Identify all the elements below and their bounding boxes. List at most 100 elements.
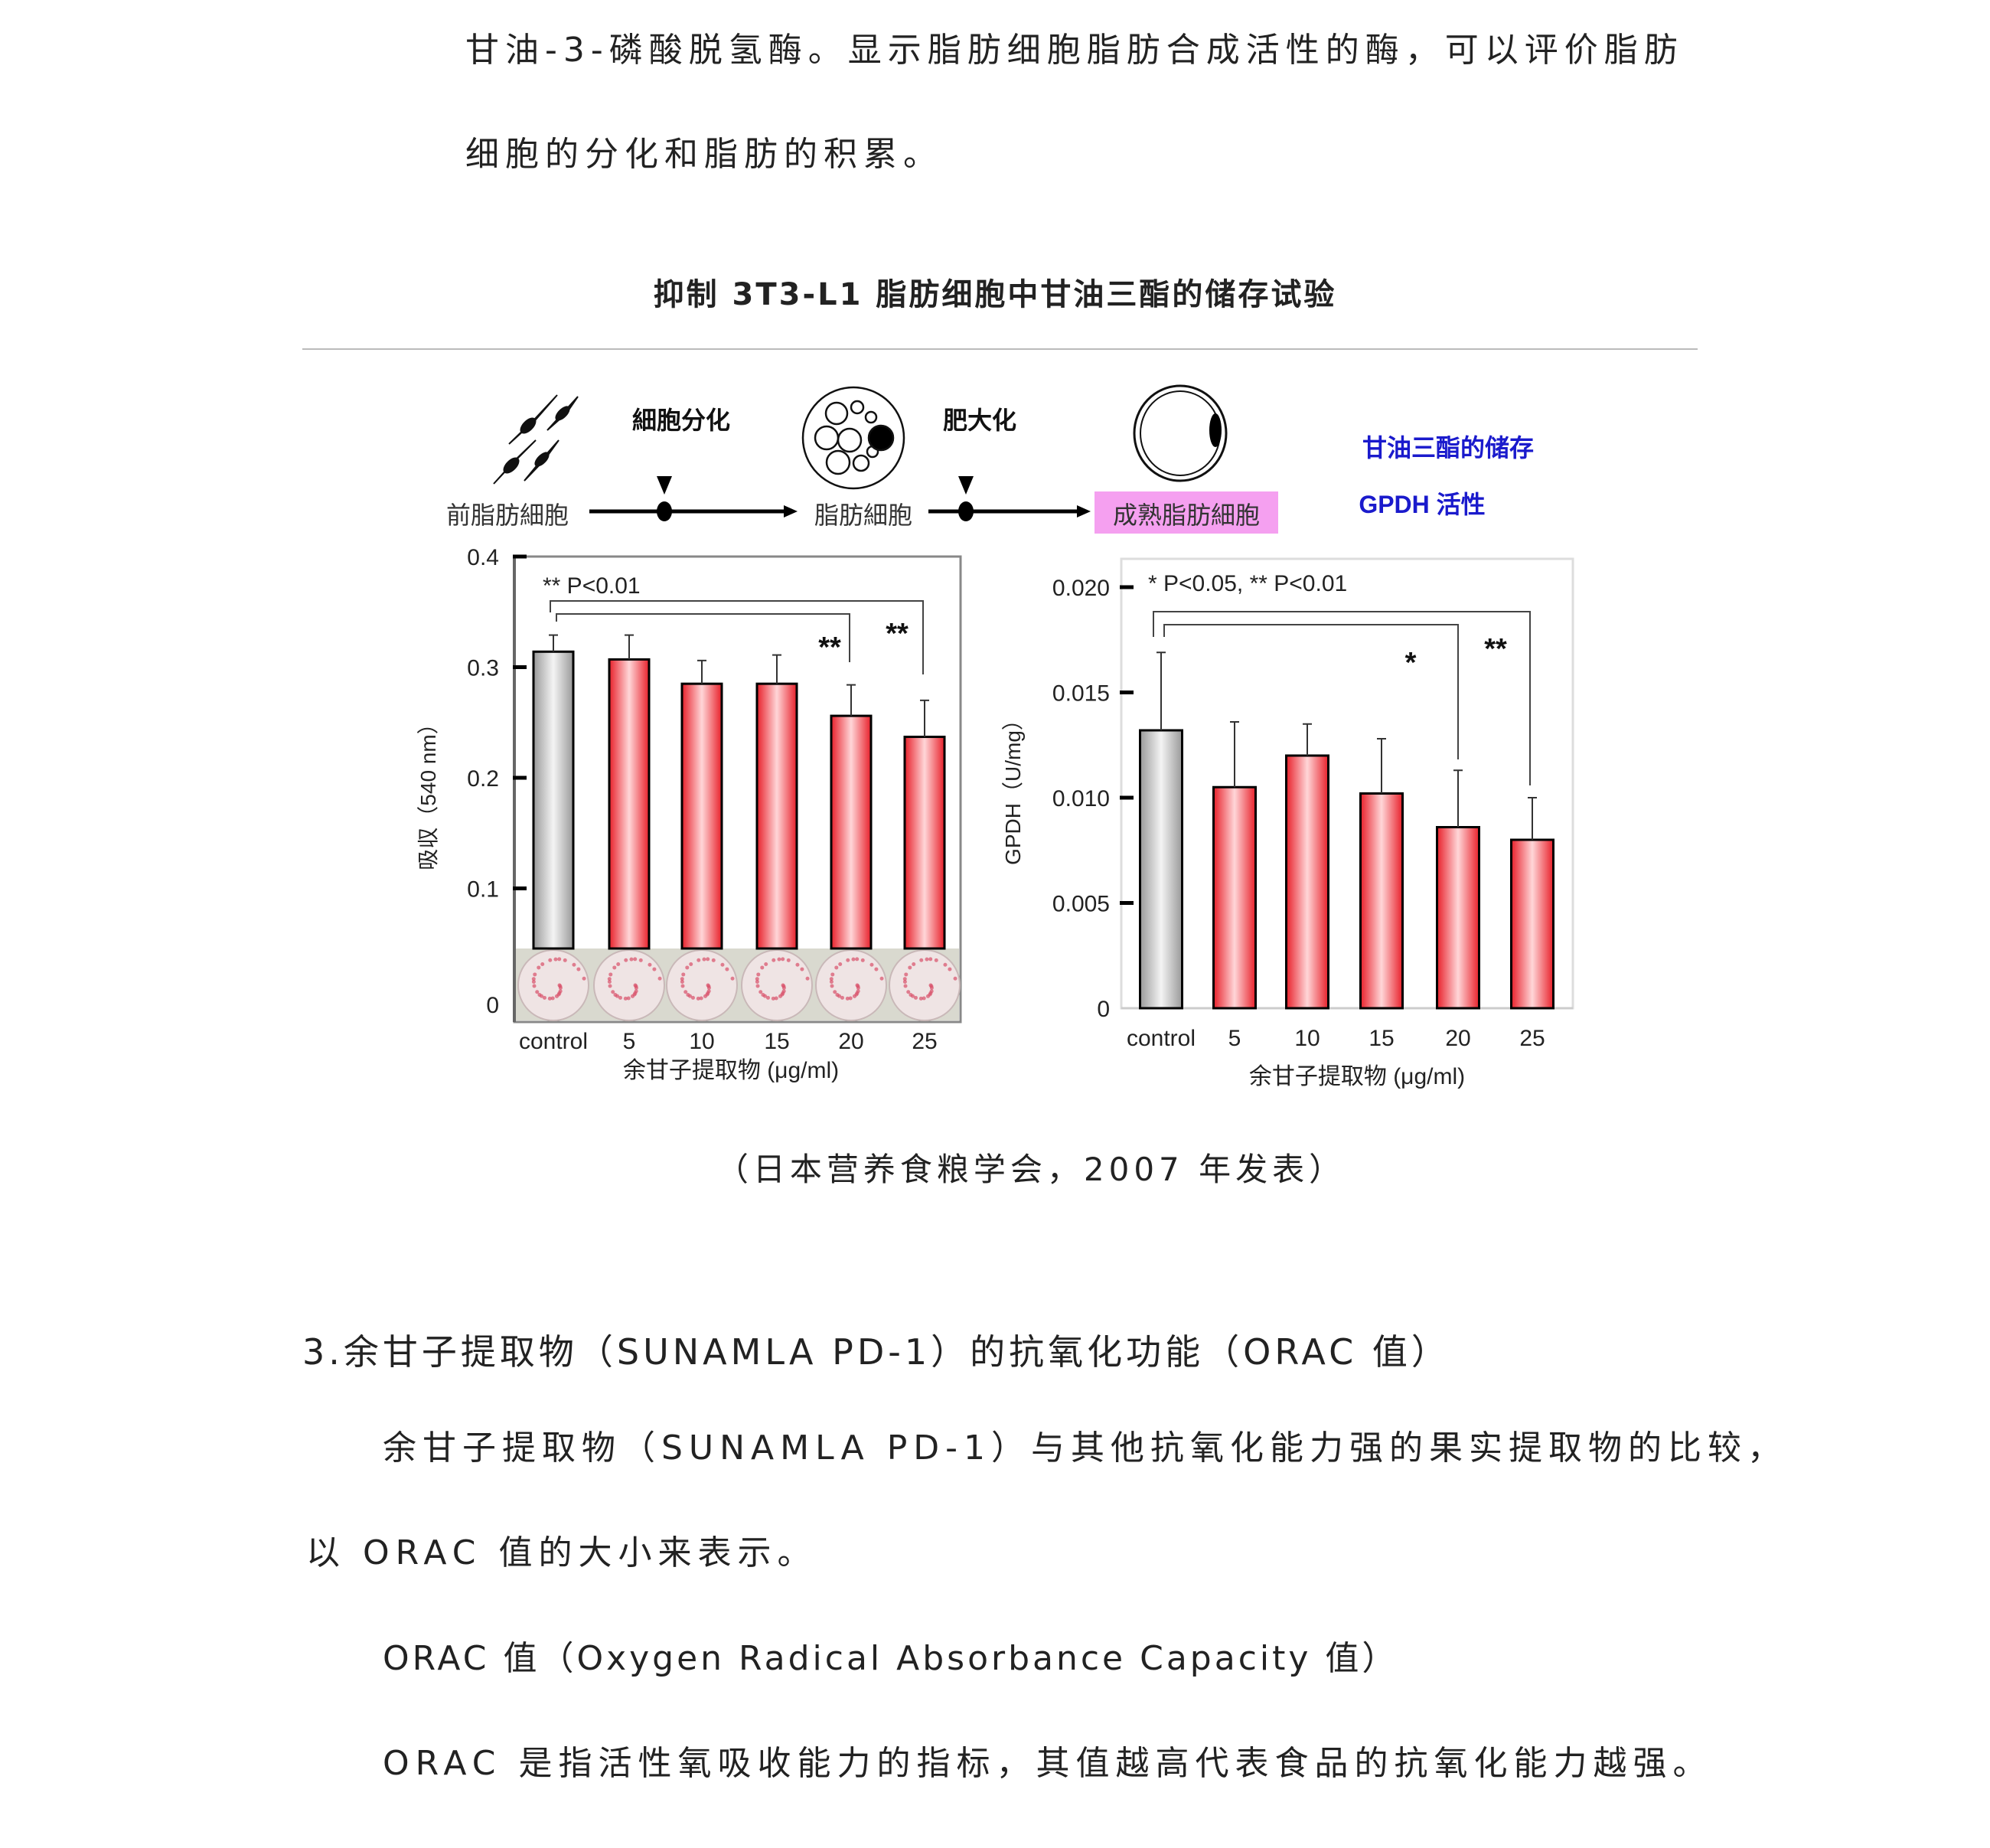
arrow-1 (589, 476, 798, 521)
stain-dot (795, 962, 800, 967)
significance-mark: * (1405, 647, 1417, 679)
y-tick-label: 0.4 (467, 545, 499, 570)
figure-title: 抑制 3T3-L1 脂肪细胞中甘油三酯的储存试验 (653, 277, 1337, 312)
x-tick-label: 20 (838, 1029, 863, 1054)
stain-dot (781, 957, 785, 962)
stain-dot (912, 962, 916, 966)
stain-dot (835, 993, 840, 997)
stain-dot (706, 984, 711, 988)
stain-dot (756, 972, 761, 977)
chart-gpdh: 0 0.005 0.010 0.015 0.020 control 5 10 15 20 25 余甘子… (1001, 557, 1574, 1089)
x-axis-title: 余甘子提取物 (μg/ml) (623, 1058, 839, 1083)
significance-mark: ** (1484, 633, 1507, 665)
stain-dot (860, 958, 865, 962)
bar-5 (608, 658, 651, 950)
stain-dot (908, 965, 912, 970)
significance-mark: ** (818, 632, 841, 664)
x-tick-label: 10 (689, 1029, 714, 1054)
stain-dot (616, 962, 621, 966)
stain-dot (943, 962, 948, 967)
stain-dot (830, 984, 834, 988)
x-tick-label: 5 (623, 1029, 636, 1054)
stain-dot (777, 957, 781, 962)
stain-dot (800, 967, 804, 971)
stain-dot (929, 984, 934, 988)
stain-dot (638, 958, 643, 962)
stain-dot (929, 989, 934, 994)
stain-dot (558, 984, 563, 988)
x-tick-label: 25 (1519, 1026, 1545, 1051)
stain-dot (856, 989, 860, 994)
stain-dot (680, 979, 684, 984)
stain-dot (855, 957, 860, 962)
stain-dot (582, 976, 586, 981)
x-tick-label: 10 (1294, 1026, 1320, 1051)
arrow-2 (928, 476, 1091, 521)
stain-dot (553, 957, 558, 962)
stain-dot (854, 992, 859, 997)
stain-dot (607, 979, 612, 984)
stain-dot (711, 958, 716, 962)
stain-dot (934, 958, 938, 962)
stain-dot (531, 979, 536, 984)
stain-dot (706, 957, 710, 962)
bar-15 (1359, 792, 1404, 1010)
stain-dot (755, 984, 760, 988)
stain-dot (576, 967, 581, 971)
x-tick-label: 15 (1369, 1026, 1394, 1051)
stain-dot (879, 976, 884, 981)
y-tick-label: 0.010 (1052, 786, 1110, 811)
stain-dot (689, 962, 693, 966)
stain-dot (542, 995, 546, 1000)
stain-dot (765, 995, 770, 1000)
y-axis-title: GPDH（U/mg） (1001, 709, 1025, 865)
significance-legend: ** P<0.01 (543, 573, 641, 599)
step-hypertrophy: 肥大化 (943, 406, 1016, 434)
stain-dot (705, 992, 710, 997)
stain-dot (755, 979, 759, 984)
stain-dot (706, 989, 711, 994)
stage-preadipocyte: 前脂肪細胞 (446, 501, 569, 529)
well-image (815, 949, 887, 1021)
stain-dot (725, 967, 729, 971)
bar-25 (903, 736, 946, 950)
stain-dot (632, 992, 637, 997)
body-text-line: 以 ORAC 值的大小来表示。 (306, 1533, 817, 1572)
bar-20 (830, 714, 873, 950)
stain-dot (845, 996, 850, 1001)
stain-dot (840, 995, 844, 1000)
measure-gpdh: GPDH 活性 (1359, 491, 1485, 518)
stain-dot (786, 958, 791, 962)
well-image (593, 949, 665, 1021)
stain-dot (925, 957, 929, 962)
stain-dot (690, 995, 695, 1000)
stain-dot (699, 996, 703, 1001)
stain-dot (683, 990, 688, 994)
bar-10 (680, 682, 723, 950)
stage-adipocyte: 脂肪細胞 (814, 501, 912, 529)
chart-triglyceride: 0 0.1 0.2 0.3 0.4 control 5 10 15 20 25 余甘子提取物 (μg/… (416, 545, 962, 1083)
x-tick-label: control (1127, 1026, 1196, 1051)
y-tick-label: 0.005 (1052, 892, 1110, 917)
stain-dot (869, 962, 874, 967)
stain-dot (563, 958, 567, 962)
stain-dot (547, 996, 552, 1001)
stain-dot (608, 984, 612, 988)
stain-dot (648, 962, 652, 967)
stain-dot (730, 976, 735, 981)
stain-dot (629, 957, 634, 962)
stain-dot (652, 967, 657, 971)
bar-20 (1436, 826, 1480, 1010)
y-tick-label: 0.020 (1052, 576, 1110, 601)
significance-mark: ** (886, 618, 909, 650)
adipocyte-icon (801, 386, 905, 490)
figure: 前脂肪細胞 細胞分化 脂肪細胞 肥大化 成熟脂肪細胞 甘油三酯的储存 GPDH … (416, 384, 1574, 1089)
x-tick-label: 25 (912, 1029, 937, 1054)
x-axis-title: 余甘子提取物 (μg/ml) (1249, 1064, 1465, 1089)
plot-frame (1120, 557, 1574, 1010)
stain-dot (696, 958, 701, 962)
stain-dot (558, 989, 563, 994)
x-tick-label: 5 (1228, 1026, 1241, 1051)
stain-dot (626, 996, 631, 1001)
x-tick-label: 20 (1445, 1026, 1470, 1051)
